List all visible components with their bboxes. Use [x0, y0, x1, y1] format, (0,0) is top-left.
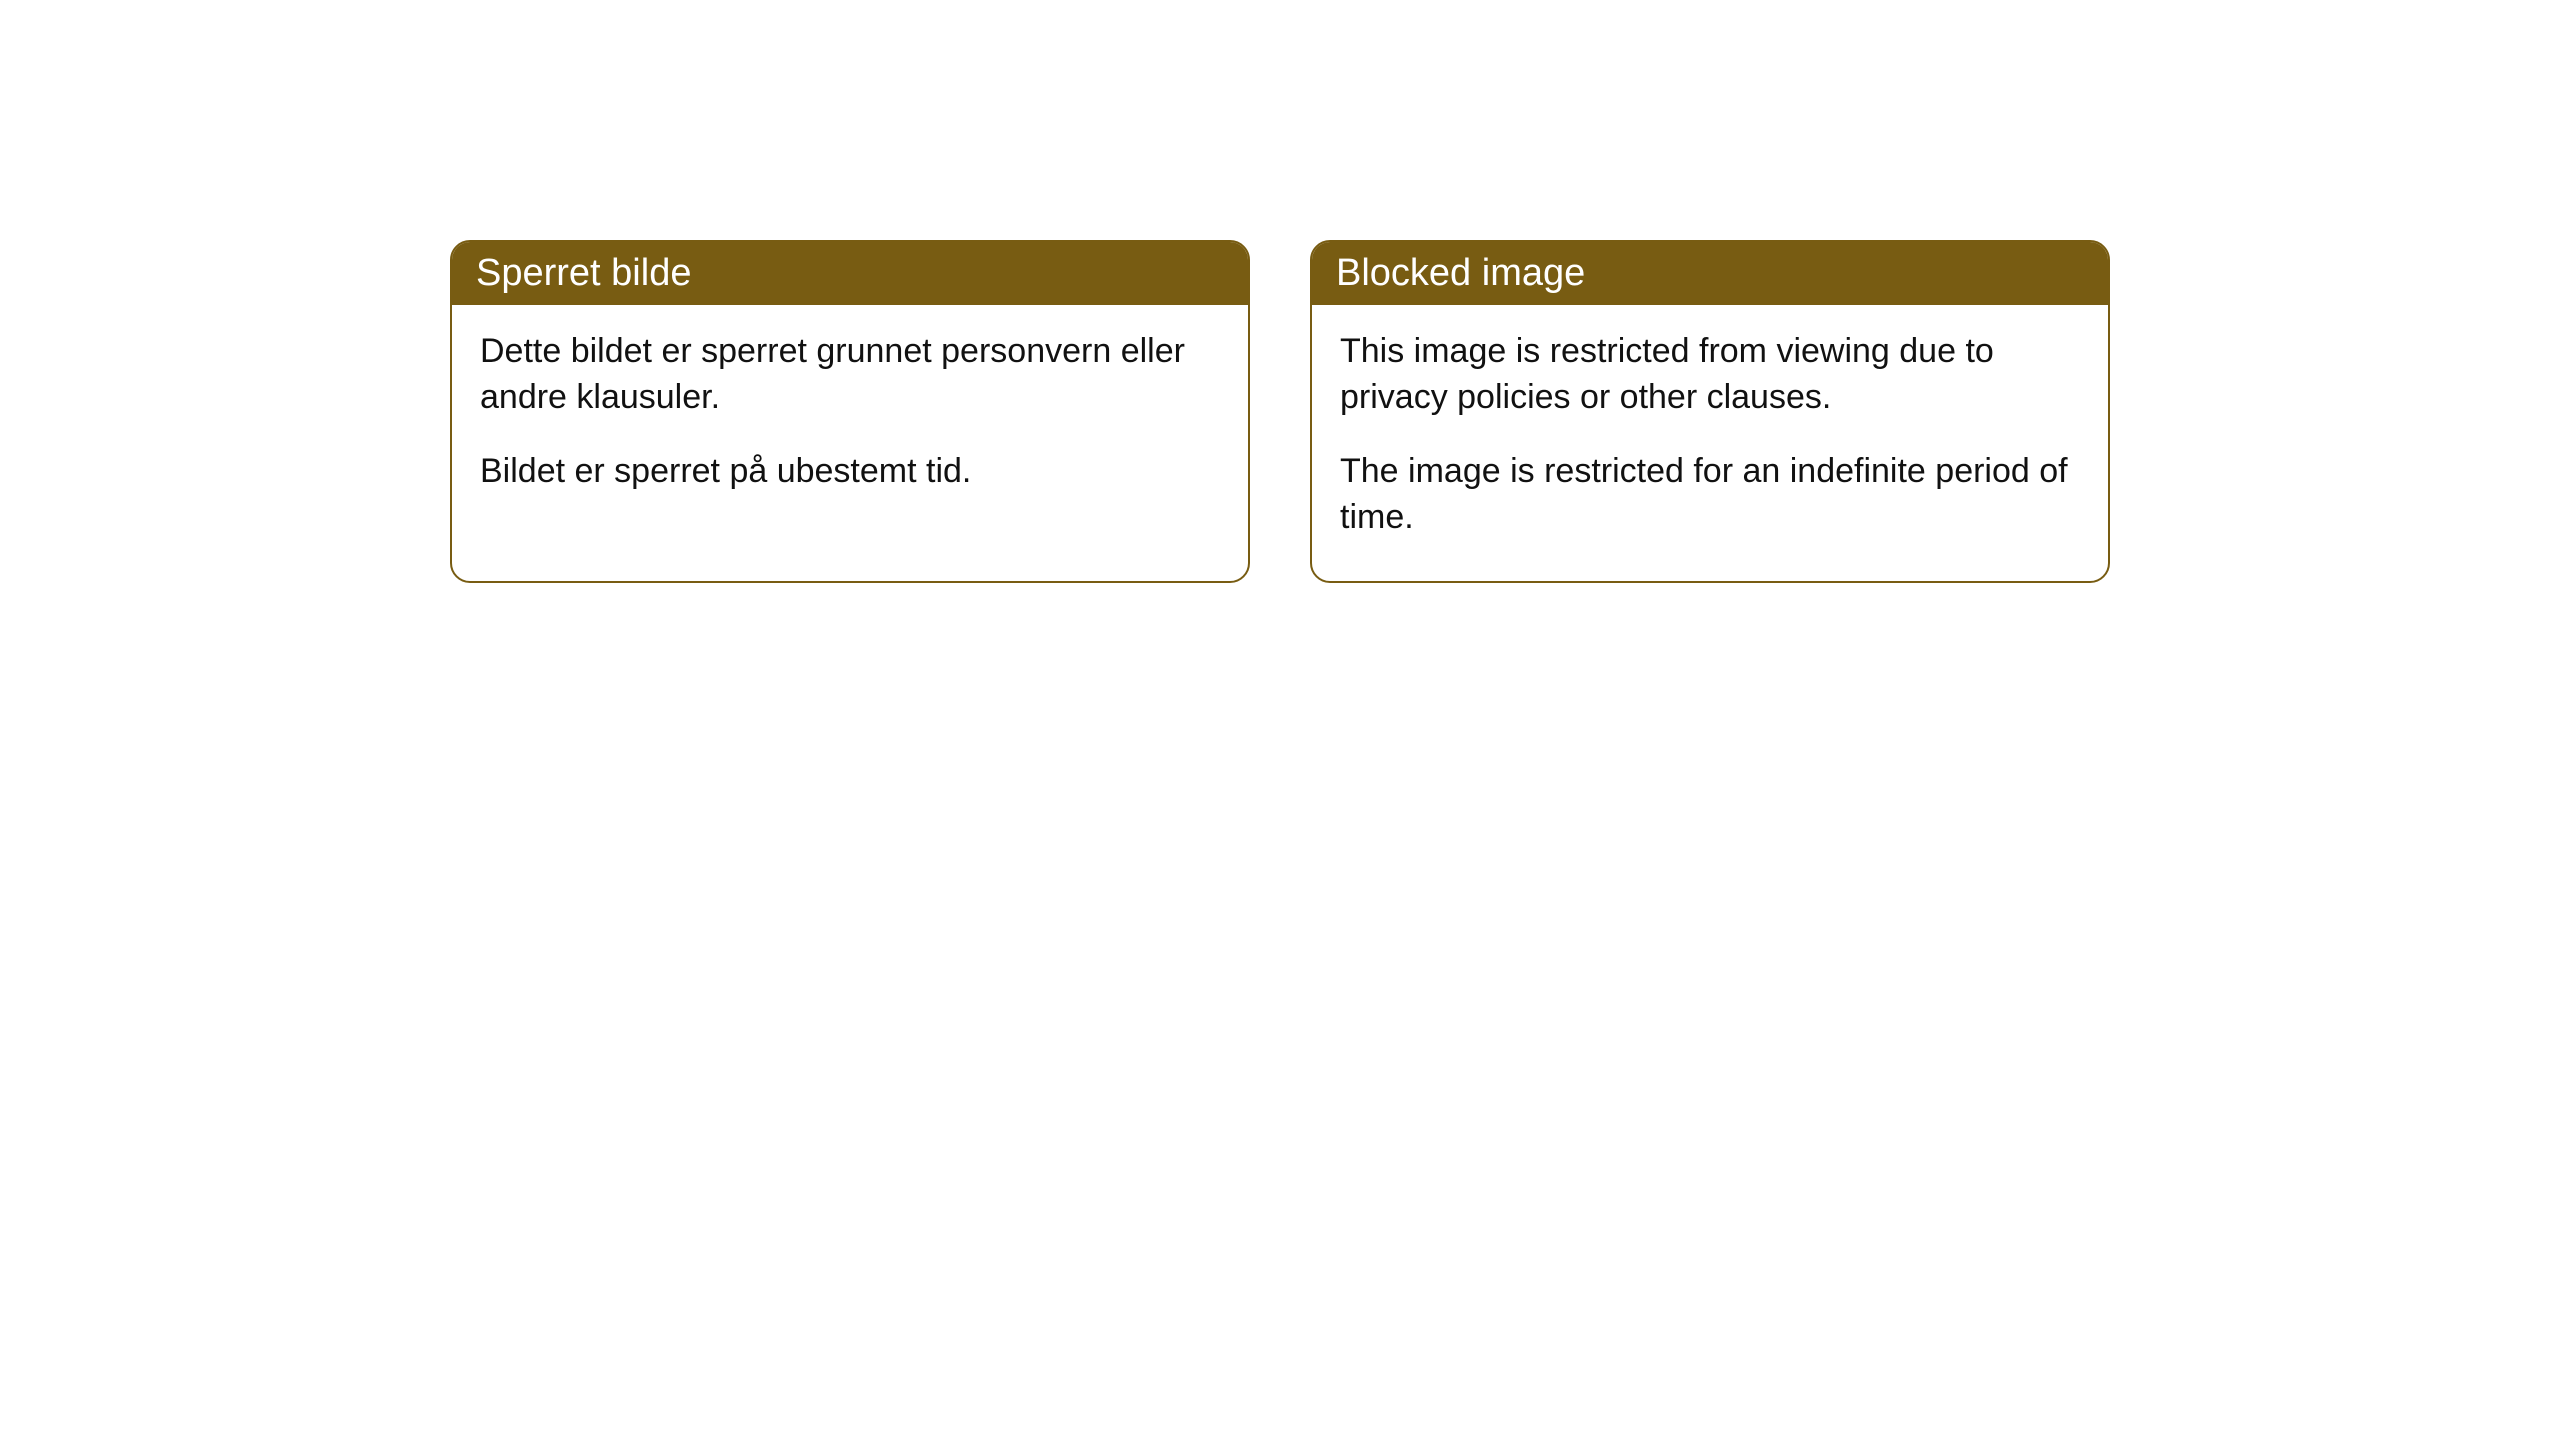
notice-card-norwegian: Sperret bilde Dette bildet er sperret gr…	[450, 240, 1250, 583]
card-paragraph: Bildet er sperret på ubestemt tid.	[480, 449, 1220, 495]
card-body: Dette bildet er sperret grunnet personve…	[452, 305, 1248, 535]
card-paragraph: The image is restricted for an indefinit…	[1340, 449, 2080, 541]
card-header: Sperret bilde	[452, 242, 1248, 305]
notice-cards-row: Sperret bilde Dette bildet er sperret gr…	[450, 240, 2110, 583]
notice-card-english: Blocked image This image is restricted f…	[1310, 240, 2110, 583]
card-header: Blocked image	[1312, 242, 2108, 305]
card-paragraph: Dette bildet er sperret grunnet personve…	[480, 329, 1220, 421]
card-body: This image is restricted from viewing du…	[1312, 305, 2108, 581]
card-paragraph: This image is restricted from viewing du…	[1340, 329, 2080, 421]
